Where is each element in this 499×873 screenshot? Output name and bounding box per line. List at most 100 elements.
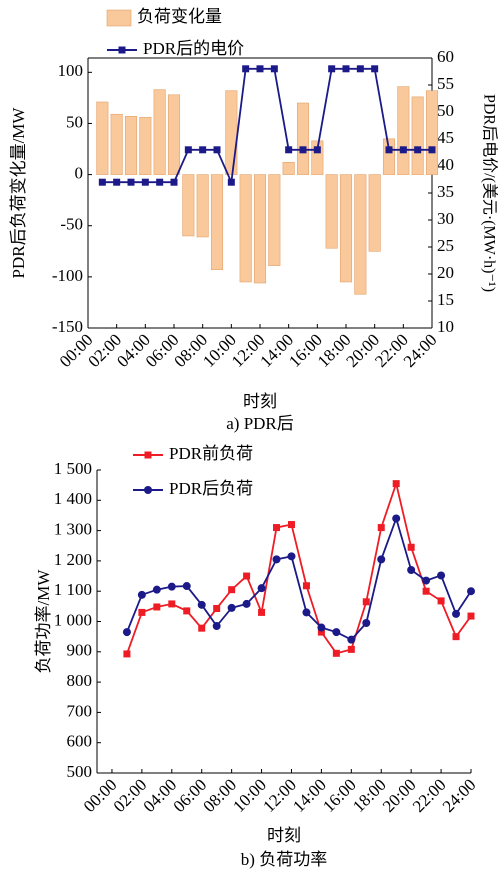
point (428, 146, 436, 154)
point (242, 599, 251, 608)
x-axis-label: 时刻 (267, 826, 301, 845)
point (313, 146, 321, 154)
legend-marker (144, 486, 152, 494)
x-tick-label: 06:00 (169, 775, 210, 816)
y2-tick-label: 50 (437, 101, 454, 120)
x-tick-label: 20:00 (379, 775, 420, 816)
y-tick-label: 1 500 (54, 459, 92, 478)
point (243, 572, 251, 580)
point (122, 628, 131, 637)
bar (225, 90, 238, 175)
point (362, 598, 370, 606)
point (285, 146, 293, 154)
point (197, 600, 206, 609)
point (332, 649, 340, 657)
bar (397, 86, 410, 175)
y-tick-label: -50 (60, 215, 83, 234)
point (227, 603, 236, 612)
point (302, 608, 311, 617)
y2-tick-label: 10 (437, 317, 454, 336)
point (213, 146, 221, 154)
point (227, 178, 235, 186)
point (182, 582, 191, 591)
point (170, 178, 178, 186)
point (272, 555, 281, 564)
line (126, 515, 472, 641)
y-tick-label: 100 (58, 61, 84, 80)
x-tick-label: 14:00 (289, 775, 330, 816)
point (153, 603, 161, 611)
legend-label: 负荷变化量 (137, 7, 222, 26)
point (332, 628, 341, 637)
y-tick-label: -150 (52, 317, 83, 336)
point (113, 178, 121, 186)
point (437, 597, 445, 605)
y2-tick-label: 20 (437, 263, 454, 282)
x-axis-label: 时刻 (243, 392, 277, 411)
point (302, 582, 310, 590)
point (257, 584, 266, 593)
point (467, 587, 475, 596)
point (437, 571, 446, 580)
point (168, 600, 176, 608)
point (228, 586, 236, 594)
point (123, 650, 131, 658)
bar (139, 117, 152, 175)
point (256, 65, 264, 73)
legend-label: PDR后负荷 (169, 479, 253, 498)
x-tick-label: 08:00 (199, 775, 240, 816)
bar (110, 113, 123, 175)
bar (339, 174, 353, 283)
bar (411, 96, 424, 175)
point (141, 178, 149, 186)
point (407, 543, 415, 551)
y2-tick-label: 30 (437, 209, 454, 228)
point (137, 590, 146, 599)
point (213, 604, 221, 612)
y2-tick-label: 60 (437, 47, 454, 66)
x-tick-label: 24:00 (439, 775, 480, 816)
point (392, 514, 401, 523)
point (299, 146, 307, 154)
point (377, 555, 386, 564)
y2-axis-label: PDR后电价/(美元·(MW·h)⁻¹) (480, 94, 498, 292)
bar (425, 90, 439, 175)
point (452, 633, 460, 641)
y-axis-label: 负荷功率/MW (34, 569, 53, 674)
y-tick-label: 700 (67, 701, 93, 720)
y-tick-label: 1 200 (54, 550, 92, 569)
point (317, 623, 326, 632)
point (317, 628, 325, 636)
y-tick-label: 1 300 (54, 520, 92, 539)
bar (354, 174, 367, 295)
bar (196, 174, 209, 238)
y-tick-label: 600 (67, 732, 93, 751)
x-tick-label: 12:00 (259, 775, 300, 816)
point (198, 624, 206, 632)
x-tick-label: 02:00 (110, 775, 151, 816)
point (242, 65, 250, 73)
x-tick-label: 18:00 (349, 775, 390, 816)
point (422, 587, 430, 595)
bar (239, 174, 252, 283)
point (199, 146, 207, 154)
point (167, 582, 176, 591)
point (371, 65, 379, 73)
bar (210, 174, 224, 271)
y-tick-label: -100 (52, 266, 83, 285)
bar (124, 115, 138, 175)
y-tick-label: 1 400 (54, 489, 92, 508)
bar (311, 140, 324, 175)
point (328, 65, 336, 73)
point (407, 565, 416, 574)
y-tick-label: 500 (67, 762, 93, 781)
y2-tick-label: 15 (437, 290, 454, 309)
x-tick-label: 04:00 (140, 775, 181, 816)
point (452, 609, 461, 618)
line (102, 67, 432, 186)
point (152, 585, 161, 594)
point (347, 635, 356, 644)
point (98, 178, 106, 186)
x-tick-label: 00:00 (80, 775, 121, 816)
